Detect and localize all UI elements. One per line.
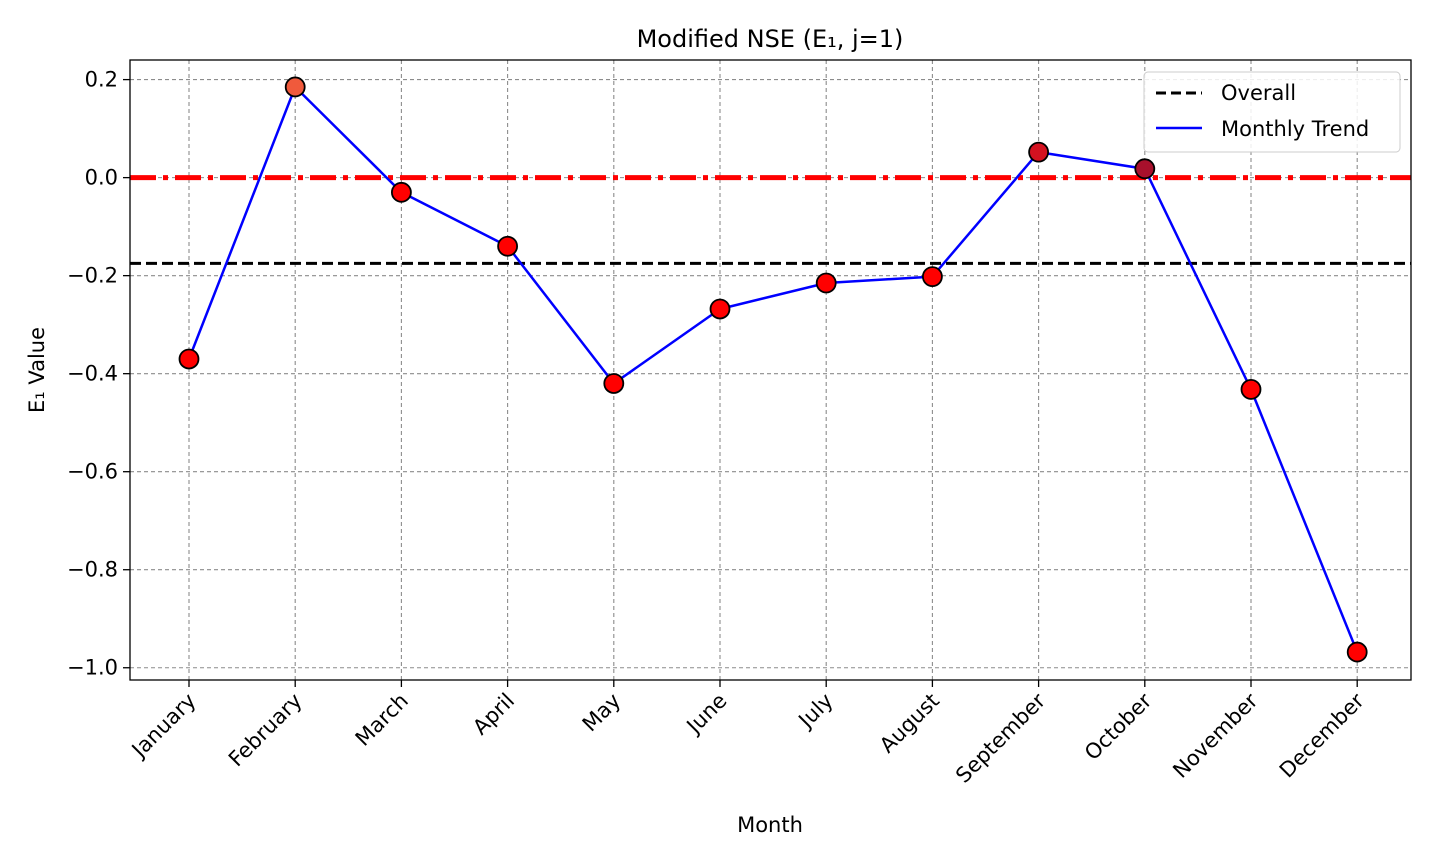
y-tick-label: −1.0 [67, 656, 118, 680]
x-axis: January February March April May June July Augu… [126, 680, 1369, 788]
data-point-february [284, 76, 306, 98]
data-point-march [390, 181, 412, 203]
x-tick-label: October [1080, 688, 1157, 765]
data-point-may [603, 373, 625, 394]
data-point-july [815, 272, 837, 294]
legend-box [1143, 71, 1401, 153]
x-tick-label: August [875, 689, 944, 758]
x-tick-label: November [1168, 688, 1262, 782]
y-tick-label: −0.2 [67, 264, 118, 288]
legend: Overall Monthly Trend [1143, 71, 1401, 153]
x-tick-label: January [126, 689, 201, 764]
x-tick-label: July [793, 689, 838, 734]
data-points [178, 76, 1368, 663]
plot-frame [129, 59, 1412, 681]
x-tick-label: March [351, 689, 413, 751]
y-axis-label: E₁ Value [25, 327, 49, 413]
y-axis: 0.2 0.0 −0.2 −0.4 −0.6 −0.8 −1.0 [67, 68, 130, 680]
plot-background [130, 60, 1411, 680]
chart-title: Modified NSE (E₁, j=1) [637, 25, 904, 53]
y-tick-label: 0.0 [85, 166, 118, 190]
y-tick-label: −0.8 [67, 558, 118, 582]
data-point-september [1028, 141, 1049, 163]
legend-overall-label: Overall [1221, 81, 1296, 105]
x-tick-label: May [578, 689, 626, 737]
data-point-april [497, 235, 519, 257]
x-tick-label: April [468, 689, 519, 740]
y-tick-label: −0.4 [67, 362, 118, 386]
data-point-december [1346, 641, 1368, 663]
x-tick-label: February [224, 689, 307, 772]
y-tick-label: 0.2 [85, 68, 118, 92]
data-point-november [1240, 378, 1262, 400]
x-tick-label: September [951, 688, 1050, 787]
x-tick-label: December [1275, 688, 1369, 782]
y-tick-label: −0.6 [67, 460, 118, 484]
data-point-october [1134, 158, 1156, 180]
series [187, 85, 1359, 653]
reference-lines [130, 175, 1411, 265]
x-tick-label: June [681, 689, 732, 740]
data-point-january [178, 348, 200, 370]
data-point-june [709, 298, 731, 320]
x-axis-label: Month [737, 813, 803, 837]
legend-monthly-trend-label: Monthly Trend [1221, 117, 1369, 141]
monthly-trend-line [187, 85, 1359, 653]
data-point-august [922, 266, 943, 288]
